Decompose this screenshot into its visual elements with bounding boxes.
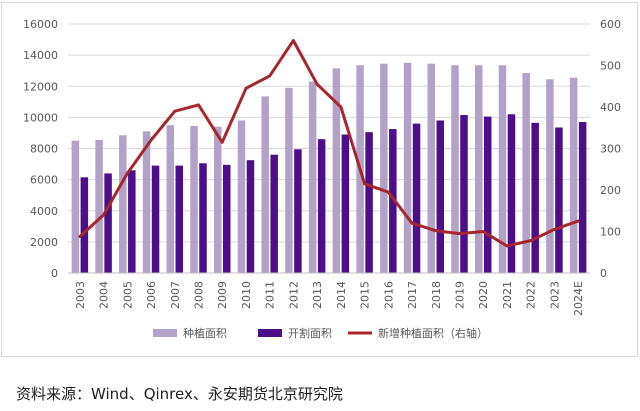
bar-tapped (294, 149, 302, 273)
legend-swatch (153, 329, 177, 337)
bar-planted (95, 139, 103, 273)
bar-tapped (555, 127, 563, 273)
source-note: 资料来源：Wind、Qinrex、永安期货北京研究院 (16, 385, 343, 403)
bar-planted (522, 73, 530, 273)
x-tick-label: 2015 (359, 281, 372, 309)
bar-planted (332, 68, 341, 274)
left-tick-label: 8000 (30, 143, 58, 156)
bar-planted (498, 65, 507, 273)
bar-tapped (578, 122, 587, 273)
bar-tapped (175, 165, 184, 273)
bar-planted (569, 77, 578, 273)
bar-tapped (104, 173, 112, 273)
bar-tapped (412, 123, 421, 273)
left-tick-label: 14000 (23, 49, 58, 62)
x-tick-label: 2004 (98, 281, 111, 309)
bar-tapped (460, 115, 468, 274)
bar-planted (380, 63, 388, 274)
bar-tapped (365, 132, 373, 273)
right-tick-label: 100 (600, 226, 621, 239)
series-line-new-planting (78, 39, 580, 248)
combo-chart: 0 2000 4000 6000 8000 10000 12000 14000 16000 0 10… (23, 18, 621, 340)
bar-tapped (199, 163, 207, 273)
x-tick-label: 2011 (264, 281, 277, 309)
bar-tapped (507, 114, 516, 273)
left-tick-label: 0 (51, 267, 58, 280)
bar-planted (285, 87, 293, 274)
left-tick-label: 4000 (30, 205, 58, 218)
x-tick-label: 2005 (121, 281, 134, 309)
bar-tapped (222, 164, 231, 273)
right-tick-label: 600 (600, 18, 621, 31)
right-tick-label: 500 (600, 60, 621, 73)
bar-planted (451, 65, 459, 273)
bar-planted (119, 135, 127, 273)
bar-planted (71, 140, 80, 273)
bar-planted (308, 81, 317, 273)
bar-tapped (128, 170, 136, 273)
left-tick-label: 10000 (23, 111, 58, 124)
legend-label: 开割面积 (288, 326, 332, 340)
bar-planted (142, 131, 151, 273)
bar-planted (546, 79, 554, 273)
legend-swatch (258, 329, 282, 337)
x-tick-label: 2019 (454, 281, 467, 309)
left-tick-label: 2000 (30, 236, 58, 249)
x-tick-label: 2003 (74, 281, 87, 309)
x-tick-label: 2014 (335, 281, 348, 309)
right-tick-label: 200 (600, 184, 621, 197)
x-tick-label: 2013 (311, 281, 324, 309)
bar-tapped (317, 139, 326, 273)
x-tick-label: 2008 (193, 281, 206, 309)
x-tick-label: 2024E (572, 281, 585, 316)
left-tick-label: 6000 (30, 174, 58, 187)
bar-planted (403, 62, 412, 273)
bar-tapped (436, 120, 445, 273)
bar-tapped (483, 116, 492, 273)
bar-planted (474, 65, 483, 273)
x-tick-label: 2021 (501, 281, 514, 309)
x-tick-label: 2007 (169, 281, 182, 309)
right-tick-label: 300 (600, 143, 621, 156)
x-tick-label: 2016 (382, 281, 395, 309)
x-tick-label: 2018 (430, 281, 443, 309)
bar-tapped (389, 129, 397, 273)
bar-planted (427, 63, 436, 274)
bar-tapped (246, 160, 255, 273)
left-tick-label: 12000 (23, 80, 58, 93)
bar-tapped (341, 134, 350, 273)
x-tick-label: 2023 (548, 281, 561, 309)
bar-tapped (80, 177, 89, 273)
x-tick-label: 2006 (145, 281, 158, 309)
bar-planted (166, 125, 175, 273)
bar-planted (190, 125, 198, 273)
x-tick-label: 2010 (240, 281, 253, 309)
x-tick-label: 2022 (525, 281, 538, 309)
x-tick-label: 2009 (216, 281, 229, 309)
x-tick-label: 2017 (406, 281, 419, 309)
left-tick-label: 16000 (23, 18, 58, 31)
bar-tapped (270, 154, 278, 273)
bar-planted (237, 120, 246, 273)
bar-tapped (531, 122, 539, 274)
x-tick-label: 2020 (477, 281, 490, 309)
bar-tapped (151, 165, 160, 273)
legend-label: 种植面积 (183, 326, 227, 340)
bar-planted (261, 96, 269, 273)
right-tick-label: 0 (600, 267, 607, 280)
bar-planted (213, 126, 222, 274)
x-tick-label: 2012 (287, 281, 300, 309)
right-tick-label: 400 (600, 101, 621, 114)
legend-label: 新增种植面积（右轴） (378, 326, 488, 340)
